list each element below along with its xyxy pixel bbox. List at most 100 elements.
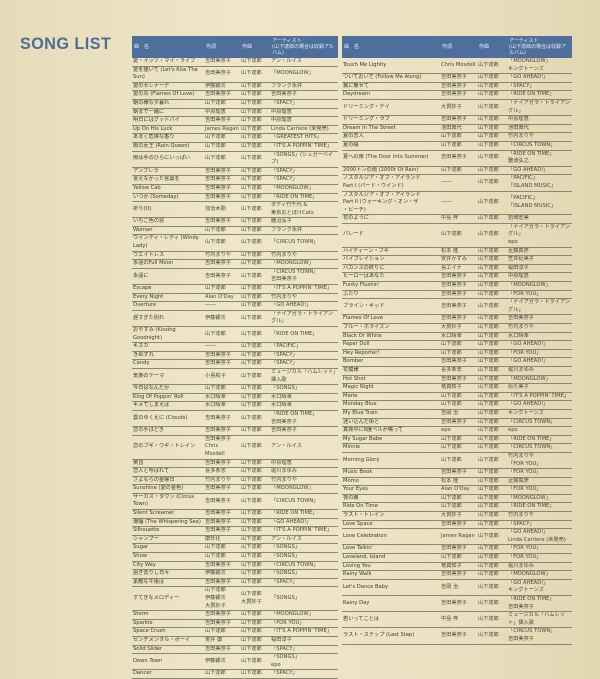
composer: 山下達郎 bbox=[240, 167, 270, 177]
table-row: 遅すぎた別れ 伊藤銀次 山下達郎 「ナイアガラ・トライアングル」 bbox=[132, 310, 338, 328]
song-title: Every Night bbox=[132, 293, 204, 303]
table-row: ハイティーン・ブギ 松本 隆山下達郎 近藤真彦 bbox=[342, 247, 572, 257]
table-row: Silhouette 吉田美奈子 山下達郎 「IT'S A POPPIN' TIME」 bbox=[132, 526, 338, 536]
lyricist: 吉田美奈子 bbox=[204, 193, 240, 203]
composer: 山下達郎 bbox=[477, 323, 507, 333]
artist: 「MOONGLOW」 bbox=[507, 375, 572, 385]
song-title: Rainy Walk bbox=[342, 570, 440, 580]
table-row: 雨は手のひらにいっぱい 山下達郎 山下達郎 「SONGS」(シュガーベイブ) bbox=[132, 151, 338, 168]
composer: 山下達郎 bbox=[477, 115, 507, 125]
artist: 吉田美奈子 bbox=[270, 90, 338, 100]
lyricist: 山下達郎 bbox=[204, 669, 240, 679]
lyricist: 吉田美奈子 bbox=[204, 351, 240, 361]
artist: 「MOONGLOW」 bbox=[270, 610, 338, 620]
table-row: 夜の翼 山下達郎 山下達郎 「MOONGLOW」 bbox=[342, 494, 572, 504]
table-row: 夏の恋人 山下達郎 山下達郎 竹内まりや bbox=[342, 132, 572, 142]
page-title: SONG LIST bbox=[20, 34, 112, 53]
song-title: City Way bbox=[132, 561, 204, 571]
lyricist: 喜多条忠 bbox=[204, 467, 240, 477]
table-row: 朝まで一緒に 中原理恵 山下達郎 中原理恵 bbox=[132, 108, 338, 118]
lyricist: 吉田美奈子 bbox=[440, 290, 477, 300]
artist: 「IT'S A POPPIN' TIME」 bbox=[270, 142, 338, 152]
composer: 山下達郎 bbox=[240, 535, 270, 545]
composer: 山下達郎 bbox=[240, 226, 270, 236]
song-title: Show bbox=[132, 552, 204, 562]
composer: 山下達郎 bbox=[240, 410, 270, 428]
artist: 中原理恵 bbox=[507, 272, 572, 283]
table-row: 花のように 中島 梓山下達郎 岩崎宏美 bbox=[342, 214, 572, 224]
song-title: 愛のセレナーデ bbox=[132, 82, 204, 92]
song-title: ブライン・キッド bbox=[342, 298, 440, 316]
artist: 「CIRCUS TOWN」 吉田美奈子 bbox=[270, 268, 338, 286]
lyricist: 吉田美奈子 bbox=[440, 627, 477, 645]
artist: 「MOONGLOW」 bbox=[270, 484, 338, 494]
composer: 山下達郎 bbox=[240, 636, 270, 646]
composer: 山下達郎 bbox=[477, 366, 507, 376]
lyricist: 吉田美奈子 bbox=[204, 578, 240, 588]
table-row: Magic Night 竜真知子 山下達郎 原久美子 bbox=[342, 383, 572, 393]
table-row: Touch Me Lightly Chris Mosdell 山下達郎 「MOONGL… bbox=[342, 58, 572, 75]
table-row: Funky Flushin' 吉田美奈子 山下達郎 「MOONGLOW」 bbox=[342, 281, 572, 291]
table-row: My Sugar Babe 山下達郎 山下達郎 「RIDE ON TIME」 bbox=[342, 435, 572, 445]
song-title: Paper Doll bbox=[342, 340, 440, 350]
table-row: Down Town 伊藤銀次 山下達郎 「SONGS」 epo bbox=[132, 653, 338, 671]
table-row: Marie 山下達郎 山下達郎 「IT'S A POPPIN' TIME」 bbox=[342, 392, 572, 402]
composer: 山下達郎 bbox=[477, 544, 507, 555]
composer: 山下達郎 bbox=[477, 485, 507, 495]
song-title: Silhouette bbox=[132, 526, 204, 536]
composer: 山下達郎 bbox=[477, 468, 507, 478]
composer: 山下達郎 bbox=[240, 509, 270, 519]
lyricist: 吉田美奈子 bbox=[440, 544, 477, 555]
table-row: 永遠のFull Moon 吉田美奈子 山下達郎 「MOONGLOW」 bbox=[132, 259, 338, 269]
composer: 山下達郎 bbox=[477, 443, 507, 453]
composer: 山下達郎 bbox=[240, 201, 270, 219]
artist: 中原理恵 bbox=[270, 116, 338, 126]
lyricist: 荒井 康 bbox=[204, 636, 240, 646]
composer: 山下達郎 bbox=[240, 268, 270, 286]
artist: 「PACIFIC」 「ISLAND MUSIC」 bbox=[507, 191, 572, 216]
table-row: 恋の手ほどき 吉田美奈子 山下達郎 吉田美奈子 bbox=[132, 426, 338, 436]
song-title: サーカス・タウン (Circus Town) bbox=[132, 493, 204, 511]
lyricist: 吉田美奈子 bbox=[204, 58, 240, 67]
table-row: いちご色の窓 吉田美奈子 山下達郎 鹿沼弘子 bbox=[132, 217, 338, 227]
artist: 「FOR YOU」 bbox=[270, 619, 338, 629]
header-lyricist: 作詞 bbox=[204, 36, 240, 58]
table-row: 過ぎ去りし日々 伊藤銀次 山下達郎 「SONGS」 bbox=[132, 569, 338, 579]
song-title: バイブレイション bbox=[342, 255, 440, 265]
artist: 「GO AHEAD!」 bbox=[270, 301, 338, 311]
song-title: 恋のブギ・ウギ・トレイン bbox=[132, 435, 204, 460]
table-row: Monday Blue 山下達郎 山下達郎 「GO AHEAD!」 bbox=[342, 400, 572, 410]
song-title: アンブレラ bbox=[132, 167, 204, 177]
song-title: Flames Of Love bbox=[342, 314, 440, 324]
lyricist: 吉田美奈子 bbox=[440, 115, 477, 125]
lyricist: 山下達郎 bbox=[440, 435, 477, 445]
song-title: 朝の様な夕暮れ bbox=[132, 99, 204, 109]
artist: ミュージカル「ハムレット」挿入歌 bbox=[270, 368, 338, 386]
artist: 「GO AHEAD!」 bbox=[507, 166, 572, 176]
lyricist: 吉田美奈子 bbox=[204, 509, 240, 519]
song-title: 気楽のテーマ bbox=[132, 368, 204, 386]
artist: 「SPACY」 bbox=[270, 99, 338, 109]
artist: 「MOONGLOW」 bbox=[270, 259, 338, 269]
composer: 山下達郎 bbox=[240, 543, 270, 554]
artist: 水口晴幸 bbox=[507, 332, 572, 342]
table-row: いつか (Someday) 吉田美奈子 山下達郎 「RIDE ON TIME」 bbox=[132, 193, 338, 203]
lyricist: 吉田美奈子 bbox=[440, 90, 477, 100]
artist: 水口晴幸 bbox=[270, 401, 338, 411]
composer: 山下達郎 bbox=[477, 357, 507, 367]
song-title: Bomber bbox=[342, 357, 440, 367]
table-row: Sugar 山下達郎 山下達郎 「SONGS」 bbox=[132, 543, 338, 554]
composer: 山下達郎 bbox=[240, 125, 270, 135]
artist: 中原理恵 bbox=[270, 459, 338, 469]
composer: 山下達郎 bbox=[240, 459, 270, 469]
lyricist: 伊藤銀次 bbox=[204, 569, 240, 579]
composer: 山下達郎 bbox=[477, 272, 507, 283]
artist: 「SONGS」(シュガーベイブ) bbox=[270, 151, 338, 168]
composer: 山下達郎 bbox=[240, 251, 270, 261]
song-title: いちご色の窓 bbox=[132, 217, 204, 227]
lyricist: 竹内まりや bbox=[204, 476, 240, 486]
artist: 竹内まりや bbox=[507, 323, 572, 333]
artist: 「SONGS」 bbox=[270, 384, 338, 394]
lyricist: 吉田美奈子 bbox=[204, 175, 240, 185]
table-row: 恋のブギ・ウギ・トレイン 吉田美奈子 Chris Mosdell 山下達郎 アン・ルイ… bbox=[132, 435, 338, 460]
